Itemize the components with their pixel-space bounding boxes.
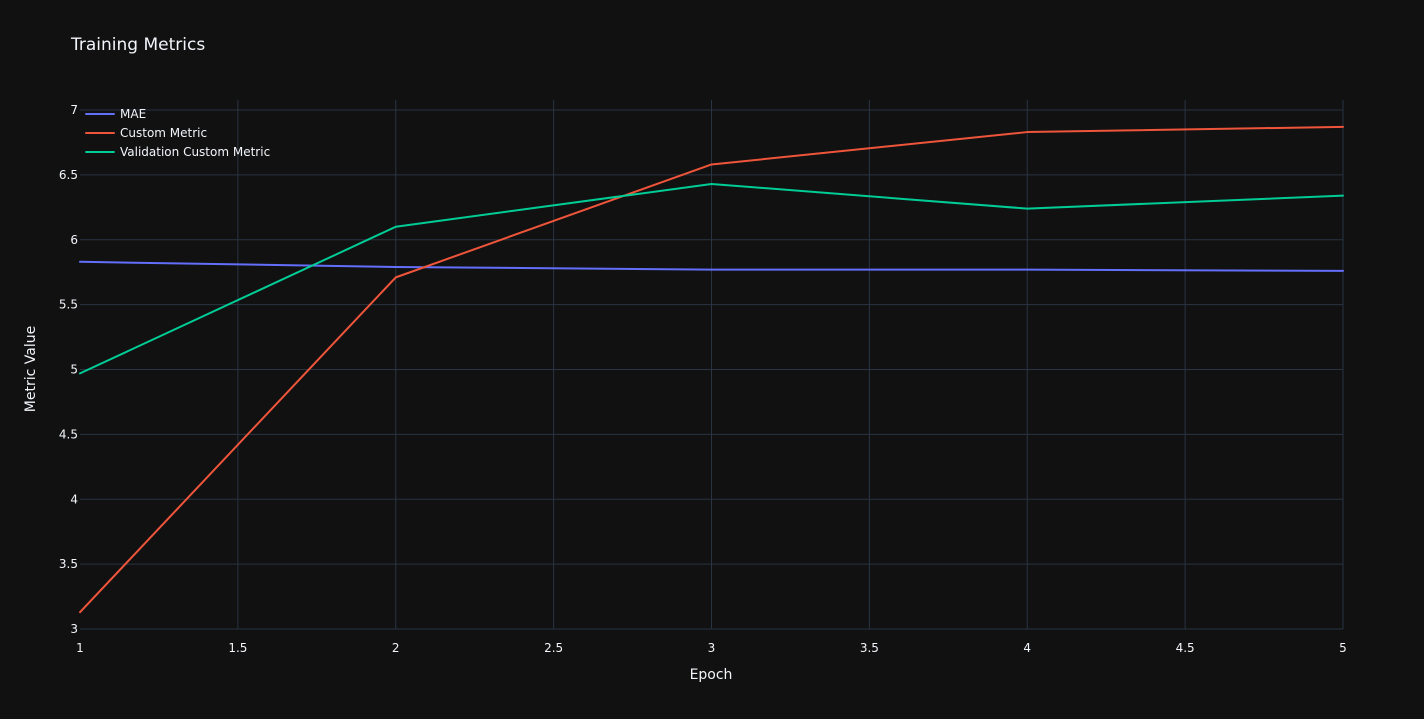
x-tick-label: 3.5 <box>860 641 879 655</box>
legend-item-validation-custom-metric[interactable]: Validation Custom Metric <box>85 145 270 159</box>
series-line-validation-custom-metric[interactable] <box>79 182 1344 375</box>
x-tick-label: 2.5 <box>544 641 563 655</box>
y-tick-label: 5 <box>70 363 78 377</box>
y-tick-label: 7 <box>70 103 78 117</box>
y-tick-label: 4.5 <box>59 427 78 441</box>
axis-ticks: 1 1.5 2 2.5 3 3.5 4 4.5 5 3 3.5 4 4.5 5 5.5 6 6.5 7 <box>59 103 1347 655</box>
legend-label-validation-custom-metric: Validation Custom Metric <box>120 145 270 159</box>
x-tick-label: 4 <box>1023 641 1031 655</box>
legend-item-mae[interactable]: MAE <box>85 107 146 121</box>
x-tick-label: 2 <box>392 641 400 655</box>
chart-title: Training Metrics <box>70 35 205 55</box>
y-tick-label: 6.5 <box>59 168 78 182</box>
x-axis-title: Epoch <box>690 667 733 683</box>
y-tick-label: 4 <box>70 492 78 506</box>
series-line-custom-metric[interactable] <box>79 125 1344 614</box>
x-tick-label: 1 <box>76 641 84 655</box>
x-tick-label: 3 <box>708 641 716 655</box>
series-line-mae[interactable] <box>79 260 1344 272</box>
legend[interactable]: MAE Custom Metric Validation Custom Metr… <box>85 107 270 159</box>
y-tick-label: 3 <box>70 622 78 636</box>
legend-label-mae: MAE <box>120 107 146 121</box>
plot-area <box>79 125 1344 614</box>
y-tick-label: 6 <box>70 233 78 247</box>
grid <box>80 100 1344 630</box>
x-tick-label: 4.5 <box>1176 641 1195 655</box>
y-axis-title: Metric Value <box>23 326 39 412</box>
x-tick-label: 5 <box>1339 641 1347 655</box>
y-tick-label: 5.5 <box>59 298 78 312</box>
legend-item-custom-metric[interactable]: Custom Metric <box>85 126 207 140</box>
y-tick-label: 3.5 <box>59 557 78 571</box>
legend-label-custom-metric: Custom Metric <box>120 126 207 140</box>
x-tick-label: 1.5 <box>228 641 247 655</box>
